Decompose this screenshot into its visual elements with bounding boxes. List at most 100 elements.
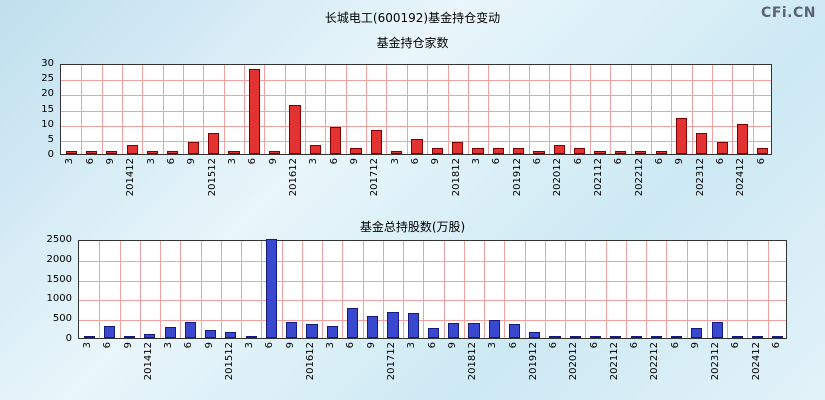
v-gridline	[203, 65, 205, 154]
bar	[448, 323, 460, 338]
x-tick-label: 6	[654, 158, 666, 165]
x-tick-label: 201712	[385, 342, 397, 381]
x-tick-label: 6	[532, 158, 544, 165]
x-tick-label: 3	[389, 158, 401, 165]
x-tick-label: 3	[487, 342, 499, 349]
bar	[387, 312, 399, 338]
x-tick-label: 9	[430, 158, 442, 165]
x-tick-label: 6	[548, 342, 560, 349]
y-tick-label: 25	[41, 73, 54, 85]
h-gridline	[79, 320, 786, 322]
x-tick-label: 9	[348, 158, 360, 165]
bar	[614, 151, 627, 154]
bar	[716, 142, 728, 154]
page-title: 长城电工(600192)基金持仓变动	[324, 11, 501, 25]
v-gridline	[264, 65, 266, 154]
x-tick-label: 201612	[287, 158, 299, 197]
v-gridline	[301, 241, 303, 338]
x-tick-label: 201412	[142, 342, 154, 381]
x-tick-label: 3	[226, 158, 238, 165]
x-tick-label: 202412	[750, 342, 762, 381]
x-tick-label: 9	[674, 158, 686, 165]
bar	[245, 336, 257, 338]
v-gridline	[244, 65, 246, 154]
v-gridline	[569, 65, 571, 154]
v-gridline	[671, 65, 673, 154]
v-gridline	[484, 241, 486, 338]
x-tick-label: 6	[84, 158, 96, 165]
x-tick-label: 6	[507, 342, 519, 349]
x-tick-label: 202212	[649, 342, 661, 381]
v-gridline	[650, 65, 652, 154]
bar	[736, 124, 749, 154]
y-tick-label: 500	[52, 313, 72, 325]
x-tick-label: 6	[588, 342, 600, 349]
x-tick-label: 6	[183, 342, 195, 349]
x-tick-label: 6	[669, 342, 681, 349]
v-gridline	[524, 241, 526, 338]
bar	[529, 332, 541, 338]
bar	[207, 133, 220, 154]
bar	[696, 133, 708, 154]
x-tick-label: 6	[730, 342, 742, 349]
x-tick-label: 201612	[304, 342, 316, 381]
bar	[691, 328, 703, 338]
v-gridline	[325, 65, 327, 154]
v-gridline	[162, 65, 164, 154]
v-gridline	[160, 241, 162, 338]
bar	[309, 145, 321, 154]
h-gridline	[79, 300, 786, 302]
x-tick-label: 202312	[710, 342, 722, 381]
v-gridline	[101, 65, 103, 154]
bar	[675, 118, 688, 154]
v-gridline	[727, 241, 729, 338]
x-tick-label: 9	[203, 342, 215, 349]
v-gridline	[504, 241, 506, 338]
bar	[144, 334, 156, 338]
cfi-watermark: CFi.CN	[761, 5, 816, 21]
x-tick-label: 3	[163, 342, 175, 349]
v-gridline	[528, 65, 530, 154]
x-tick-label: 9	[365, 342, 377, 349]
x-tick-label: 201912	[527, 342, 539, 381]
v-gridline	[382, 241, 384, 338]
v-gridline	[81, 65, 83, 154]
v-gridline	[752, 65, 754, 154]
bar	[427, 328, 440, 338]
bar	[330, 127, 342, 154]
x-tick-label: 9	[186, 158, 198, 165]
bar	[391, 151, 403, 154]
v-gridline	[200, 241, 202, 338]
x-tick-label: 3	[406, 342, 418, 349]
v-gridline	[122, 65, 124, 154]
v-gridline	[549, 65, 551, 154]
bar	[265, 239, 277, 338]
x-tick-label: 3	[308, 158, 320, 165]
x-tick-label: 6	[491, 158, 503, 165]
x-tick-label: 201412	[125, 158, 137, 197]
v-gridline	[281, 241, 283, 338]
v-gridline	[322, 241, 324, 338]
bar	[772, 336, 784, 338]
v-gridline	[565, 241, 567, 338]
x-tick-label: 6	[613, 158, 625, 165]
bar	[610, 336, 622, 338]
v-gridline	[447, 65, 449, 154]
v-gridline	[605, 241, 607, 338]
bar	[326, 326, 338, 338]
bar	[164, 327, 176, 338]
bar	[407, 313, 419, 338]
x-tick-label: 202312	[694, 158, 706, 197]
bar	[533, 151, 545, 154]
v-gridline	[342, 241, 344, 338]
h-gridline	[61, 95, 771, 97]
bar	[655, 151, 667, 154]
v-gridline	[488, 65, 490, 154]
h-gridline	[79, 280, 786, 282]
x-tick-label: 202112	[593, 158, 605, 197]
bar	[431, 148, 443, 154]
x-tick-label: 202412	[735, 158, 747, 197]
v-gridline	[610, 65, 612, 154]
bar	[65, 151, 77, 154]
bar	[757, 148, 769, 154]
